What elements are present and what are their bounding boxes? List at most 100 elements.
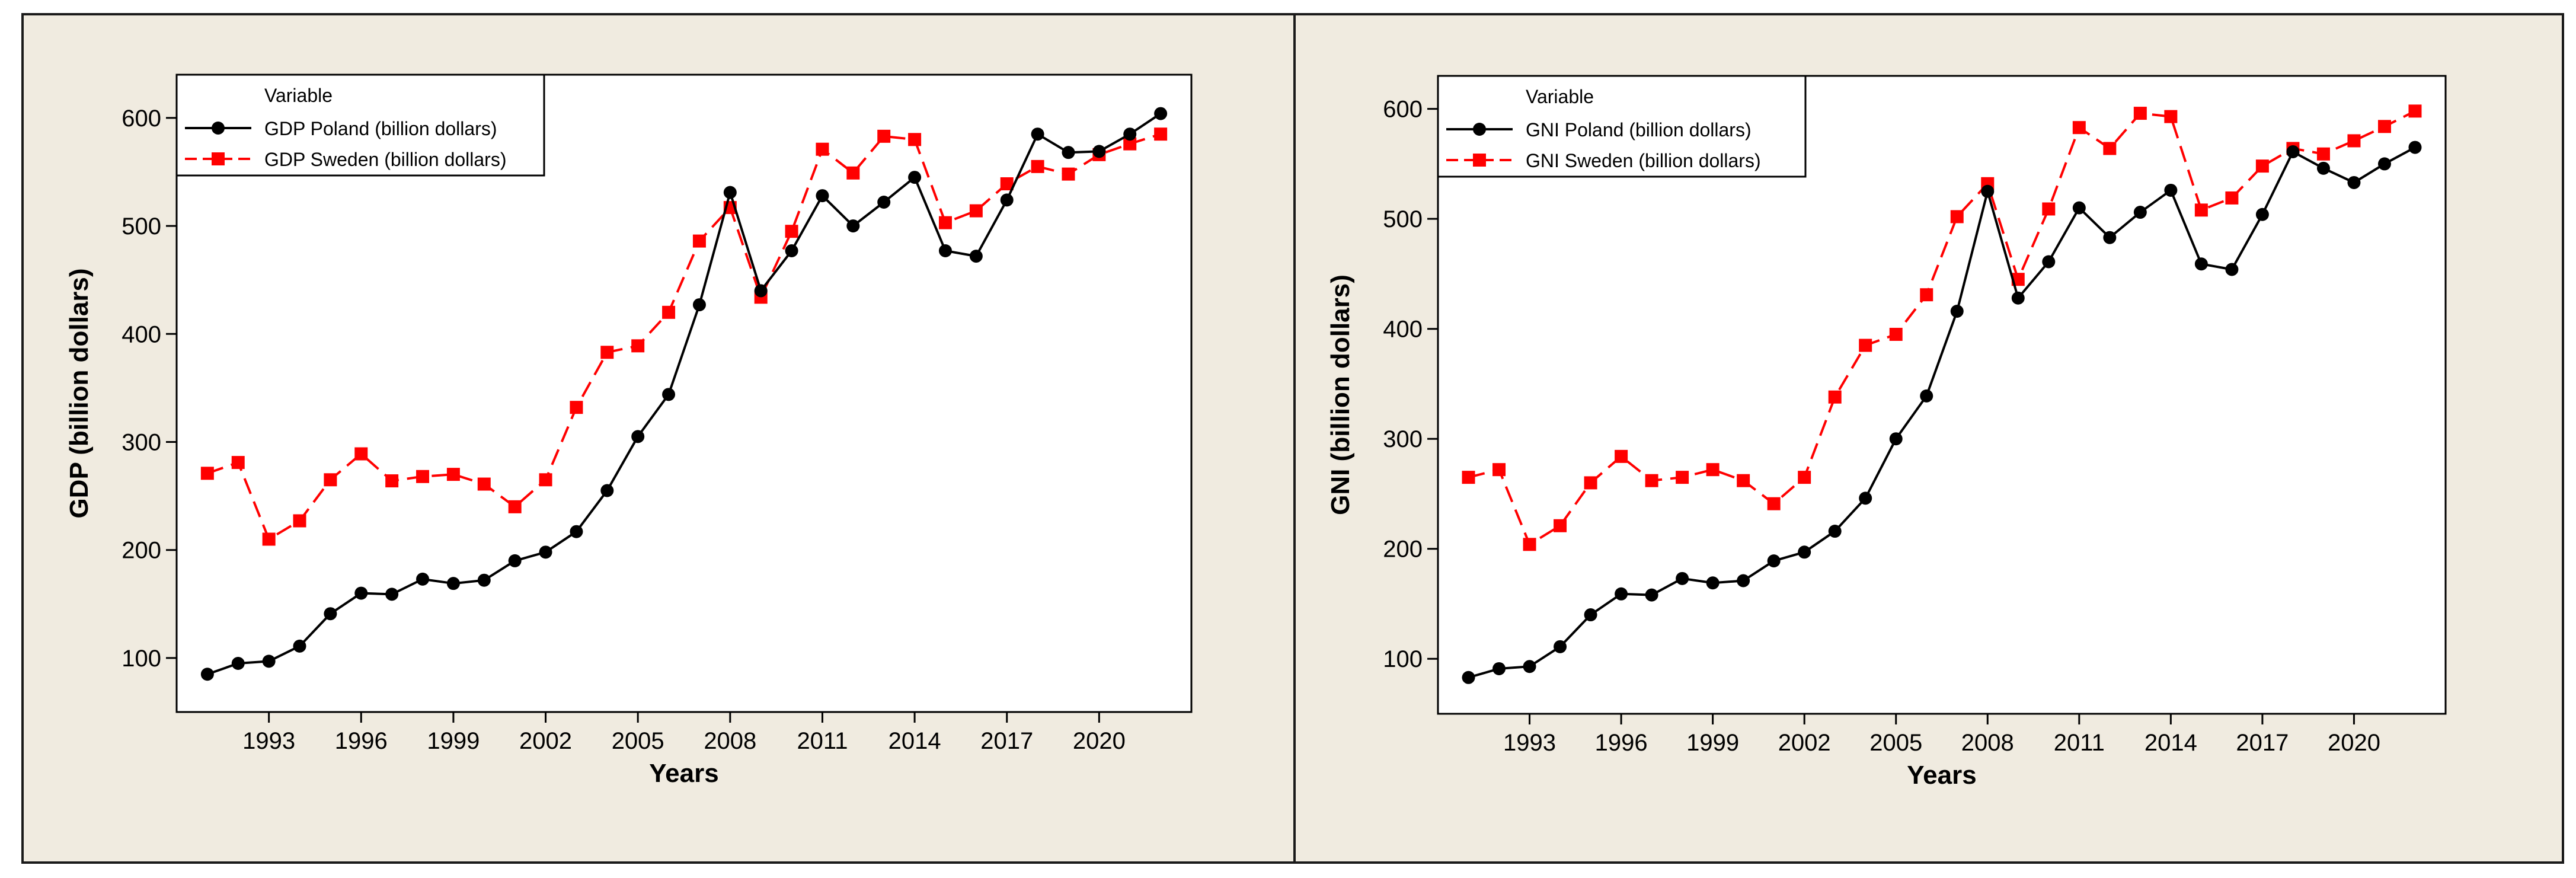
data-point (200, 668, 214, 681)
data-point (1554, 640, 1567, 653)
data-point (1645, 474, 1658, 487)
data-point (1062, 146, 1075, 159)
data-point (969, 250, 983, 263)
data-point (1706, 463, 1720, 477)
data-point (1615, 449, 1628, 463)
data-point (785, 244, 798, 257)
data-point (1492, 662, 1506, 675)
data-point (1737, 574, 1750, 588)
data-point (446, 577, 460, 590)
y-tick-label: 400 (122, 321, 161, 347)
x-tick-label: 2014 (889, 728, 941, 754)
data-point (539, 545, 552, 559)
gni-chart-panel: 1993 1996 1999 2002 2005 2008 2011 2014 2017 2020… (1326, 75, 2447, 790)
data-point (385, 588, 399, 601)
data-point (1889, 327, 1903, 341)
data-point (2347, 134, 2361, 148)
data-point (1981, 184, 1995, 198)
data-point (2316, 161, 2330, 175)
data-point (692, 298, 706, 312)
legend-title: Variable (264, 85, 333, 106)
data-point (1584, 476, 1597, 490)
data-point (1554, 519, 1567, 532)
data-point (846, 166, 860, 180)
data-point (1062, 167, 1075, 181)
y-tick-label: 100 (122, 646, 161, 672)
data-point (1031, 159, 1044, 173)
data-point (877, 129, 891, 143)
data-point (1000, 193, 1014, 207)
data-point (846, 219, 860, 233)
y-tick-label: 500 (122, 213, 161, 240)
data-point (692, 234, 706, 248)
data-point (293, 639, 306, 653)
data-point (1676, 572, 1689, 585)
data-point (539, 473, 552, 487)
data-point (2255, 159, 2269, 173)
y-tick-label: 300 (1383, 426, 1423, 452)
data-point (477, 573, 491, 587)
data-point (2103, 142, 2117, 155)
data-point (1859, 339, 1872, 352)
data-point (1920, 389, 1933, 403)
data-point (1123, 137, 1137, 151)
x-tick-label: 2017 (2236, 730, 2289, 756)
x-tick-label: 2008 (1961, 730, 2014, 756)
data-point (1154, 107, 1168, 120)
data-point (508, 554, 522, 567)
legend-marker-square (212, 152, 225, 165)
legend-label: GNI Sweden (billion dollars) (1526, 150, 1761, 171)
data-point (2255, 207, 2269, 221)
data-point (1828, 525, 1842, 538)
data-point (1492, 463, 1506, 477)
y-tick-label: 600 (122, 106, 161, 132)
data-point (1798, 471, 1811, 484)
data-point (754, 284, 768, 298)
data-point (1523, 538, 1536, 551)
y-tick-label: 600 (1383, 97, 1423, 123)
data-point (631, 339, 645, 353)
data-point (969, 204, 983, 218)
data-point (1798, 545, 1811, 559)
x-tick-label: 1999 (427, 728, 480, 754)
x-tick-label: 2017 (980, 728, 1033, 754)
data-point (1092, 145, 1106, 158)
x-tick-label: 2014 (2144, 730, 2197, 756)
legend-marker-circle (212, 122, 225, 135)
legend-label: GDP Sweden (billion dollars) (264, 149, 506, 170)
data-point (1767, 497, 1781, 510)
data-point (508, 500, 522, 513)
x-tick-label: 1996 (335, 728, 388, 754)
data-point (938, 216, 952, 229)
data-point (2194, 257, 2208, 271)
x-tick-label: 1996 (1595, 730, 1648, 756)
x-tick-label: 1993 (242, 728, 295, 754)
data-point (1031, 127, 1044, 141)
x-tick-label: 1999 (1686, 730, 1739, 756)
x-tick-label: 2005 (1869, 730, 1922, 756)
data-point (231, 456, 245, 470)
x-tick-label: 2020 (1073, 728, 1126, 754)
data-point (816, 189, 829, 203)
data-point (1859, 491, 1872, 505)
data-point (385, 474, 399, 488)
data-point (2133, 206, 2147, 219)
data-point (477, 477, 491, 491)
data-point (416, 572, 430, 586)
data-point (1645, 588, 1658, 602)
data-point (1584, 608, 1597, 622)
data-point (1828, 390, 1842, 404)
data-point (600, 346, 614, 359)
data-point (1889, 432, 1903, 446)
data-point (354, 447, 368, 461)
data-point (1920, 288, 1933, 302)
legend-marker-circle (1473, 123, 1486, 136)
data-point (570, 525, 583, 538)
data-point (1462, 471, 1475, 484)
data-point (723, 186, 737, 199)
data-point (324, 473, 337, 487)
data-point (200, 467, 214, 480)
legend-box (175, 74, 545, 177)
data-point (1767, 554, 1781, 568)
data-point (662, 305, 676, 319)
